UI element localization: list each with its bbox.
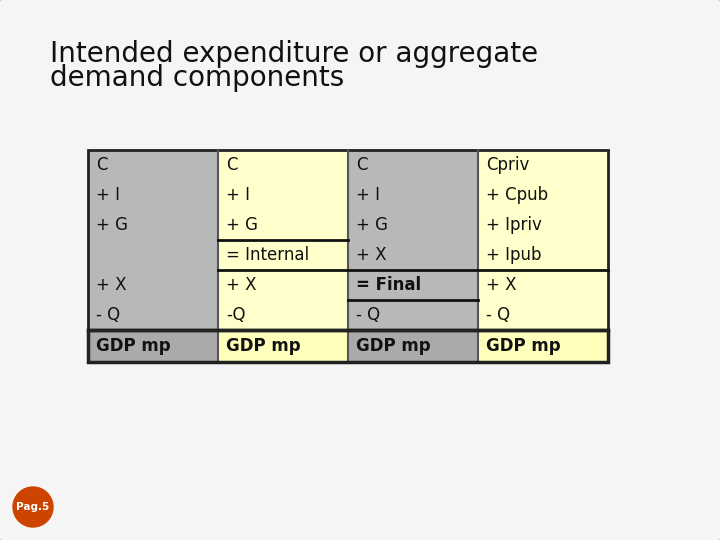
Bar: [218, 330, 348, 362]
Text: + I: + I: [96, 186, 120, 204]
Text: Cpriv: Cpriv: [486, 156, 529, 174]
Text: -Q: -Q: [226, 306, 246, 324]
Text: GDP mp: GDP mp: [226, 337, 301, 355]
Text: + G: + G: [226, 216, 258, 234]
Text: GDP mp: GDP mp: [96, 337, 171, 355]
Text: + Ipriv: + Ipriv: [486, 216, 542, 234]
Text: + Cpub: + Cpub: [486, 186, 548, 204]
Bar: [88, 150, 218, 330]
Text: - Q: - Q: [486, 306, 510, 324]
Text: GDP mp: GDP mp: [356, 337, 431, 355]
Bar: [88, 330, 608, 362]
Bar: [88, 330, 218, 362]
Text: C: C: [96, 156, 107, 174]
Text: C: C: [356, 156, 367, 174]
Text: + I: + I: [226, 186, 250, 204]
Bar: [478, 330, 608, 362]
Text: + X: + X: [486, 276, 516, 294]
Text: C: C: [226, 156, 238, 174]
Bar: [88, 150, 608, 362]
Text: + Ipub: + Ipub: [486, 246, 541, 264]
Text: + G: + G: [96, 216, 128, 234]
Text: + X: + X: [356, 246, 387, 264]
Text: + I: + I: [356, 186, 380, 204]
Text: - Q: - Q: [96, 306, 120, 324]
Text: + G: + G: [356, 216, 388, 234]
Bar: [478, 150, 608, 330]
Text: - Q: - Q: [356, 306, 380, 324]
Circle shape: [13, 487, 53, 527]
Text: Pag.5: Pag.5: [17, 502, 50, 512]
Text: = Final: = Final: [356, 276, 421, 294]
Bar: [218, 150, 348, 330]
Text: = Internal: = Internal: [226, 246, 309, 264]
Text: + X: + X: [226, 276, 256, 294]
Bar: [348, 150, 478, 330]
Text: Intended expenditure or aggregate: Intended expenditure or aggregate: [50, 40, 538, 68]
Bar: [348, 330, 478, 362]
Text: GDP mp: GDP mp: [486, 337, 561, 355]
Text: + X: + X: [96, 276, 127, 294]
Text: demand components: demand components: [50, 64, 344, 92]
